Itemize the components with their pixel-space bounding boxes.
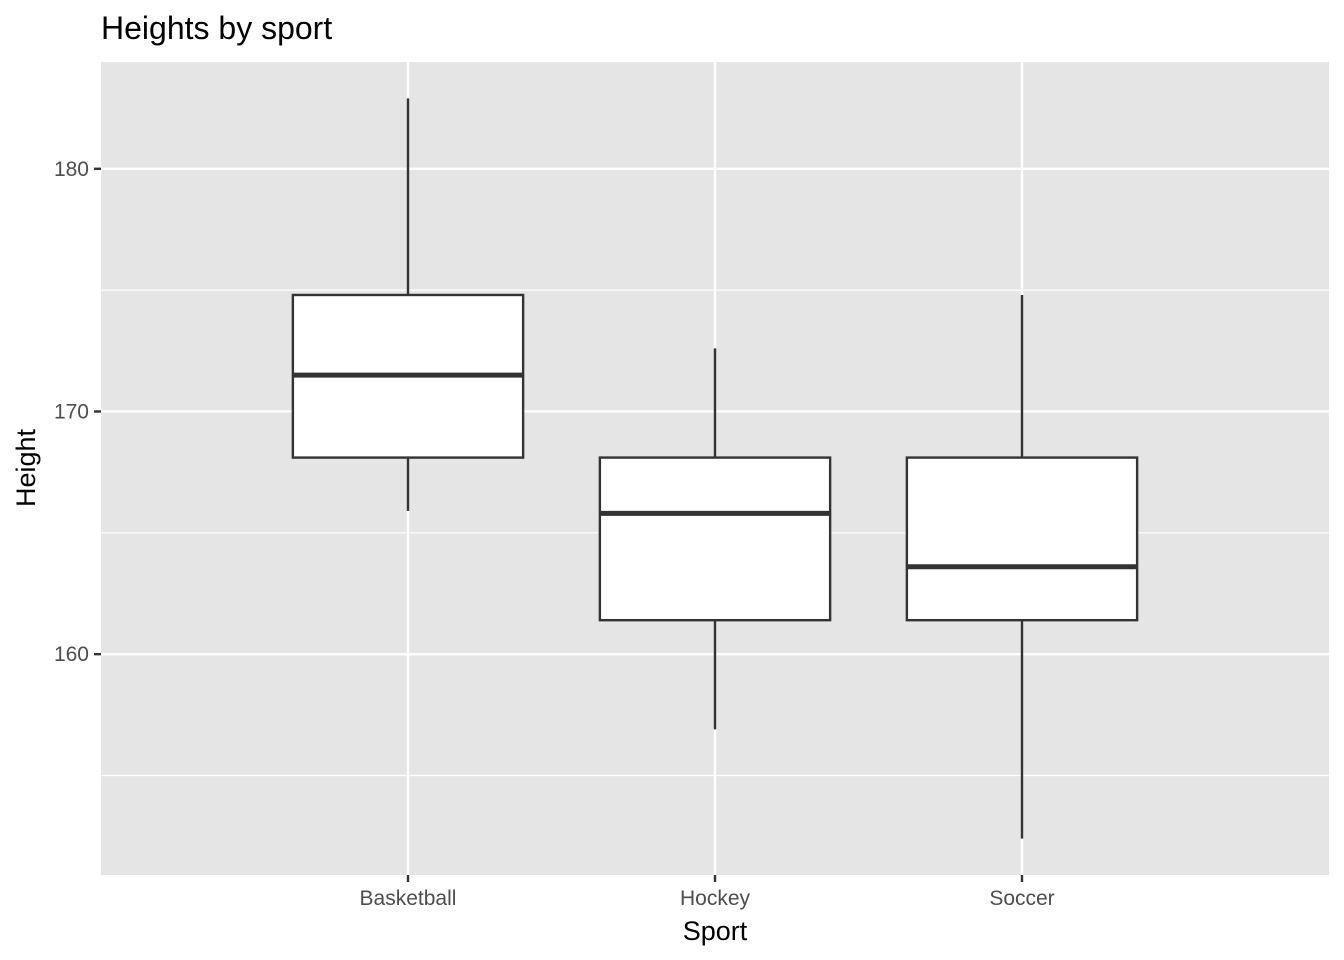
x-tick-label: Basketball bbox=[360, 887, 457, 910]
box-basketball bbox=[291, 98, 525, 511]
box-hockey bbox=[598, 348, 832, 730]
box-iqr bbox=[598, 456, 832, 622]
chart-title: Heights by sport bbox=[101, 10, 332, 46]
y-axis: 160 170 180 bbox=[54, 158, 101, 666]
box-iqr bbox=[905, 456, 1139, 622]
x-tick-label: Soccer bbox=[989, 887, 1054, 910]
x-axis: Basketball Hockey Soccer bbox=[360, 875, 1055, 910]
y-axis-title: Height bbox=[11, 428, 41, 507]
x-tick-label: Hockey bbox=[680, 887, 751, 910]
y-tick-label: 170 bbox=[54, 400, 89, 423]
x-axis-title: Sport bbox=[683, 916, 748, 946]
y-tick-label: 160 bbox=[54, 643, 89, 666]
y-tick-label: 180 bbox=[54, 158, 89, 181]
box-layer bbox=[291, 98, 1139, 839]
box-soccer bbox=[905, 294, 1139, 839]
